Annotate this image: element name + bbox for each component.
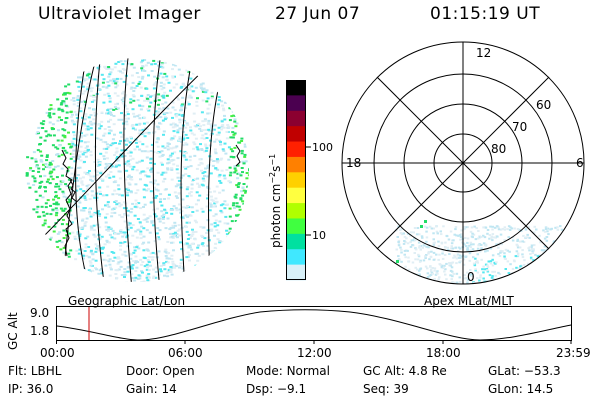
colorbar-cell [286,126,306,143]
geographic-caption: Geographic Lat/Lon [68,294,186,308]
colorbar-cell [286,187,306,204]
colorbar-ticks [306,146,311,236]
image-date: 27 Jun 07 [275,4,361,24]
altitude-ytick-1-8: 1.8 [30,324,50,338]
colorbar [286,80,306,281]
mlt-label-0: 0 [467,270,475,284]
info-glat: GLat: −53.3 [488,364,561,378]
mlat-label-60: 60 [536,98,552,112]
image-time: 01:15:19 UT [430,4,541,24]
polar-grid [341,41,585,285]
altitude-ylabel: GC Alt [6,312,20,350]
colorbar-cell [286,172,306,189]
mlt-label-12: 12 [476,46,492,60]
colorbar-cell [286,264,306,281]
info-dsp: Dsp: −9.1 [246,382,307,396]
colorbar-cell [286,249,306,266]
colorbar-cell [286,218,306,235]
colorbar-cell [286,95,306,112]
xtick-0600: 06:00 [168,346,203,360]
mlat-label-70: 70 [512,120,528,134]
altitude-ytick-9: 9.0 [30,306,50,320]
xtick-0000: 00:00 [40,346,75,360]
colorbar-cell [286,80,306,96]
mlt-label-6: 6 [576,156,584,170]
info-gcalt: GC Alt: 4.8 Re [363,364,447,378]
altitude-curve [56,309,572,341]
colorbar-tick-100: 100 [312,141,333,154]
xtick-2359: 23:59 [556,346,591,360]
colorbar-tick-10: 10 [312,229,326,242]
info-flt: Flt: LBHL [8,364,62,378]
colorbar-cell [286,203,306,219]
colorbar-cell [286,141,306,158]
mlt-label-18: 18 [346,156,362,170]
info-ip: IP: 36.0 [8,382,54,396]
colorbar-cell [286,156,306,173]
geographic-emission-speckle [25,59,249,282]
info-mode: Mode: Normal [246,364,330,378]
instrument-title: Ultraviolet Imager [38,4,201,24]
info-glon: GLon: 14.5 [488,382,554,396]
info-seq: Seq: 39 [363,382,409,396]
polar-caption: Apex MLat/MLT [424,294,514,308]
mlat-label-80: 80 [491,142,507,156]
colorbar-cell [286,110,306,127]
info-door: Door: Open [126,364,195,378]
xtick-1200: 12:00 [297,346,332,360]
xtick-1800: 18:00 [426,346,461,360]
colorbar-cell [286,233,306,250]
info-gain: Gain: 14 [126,382,177,396]
